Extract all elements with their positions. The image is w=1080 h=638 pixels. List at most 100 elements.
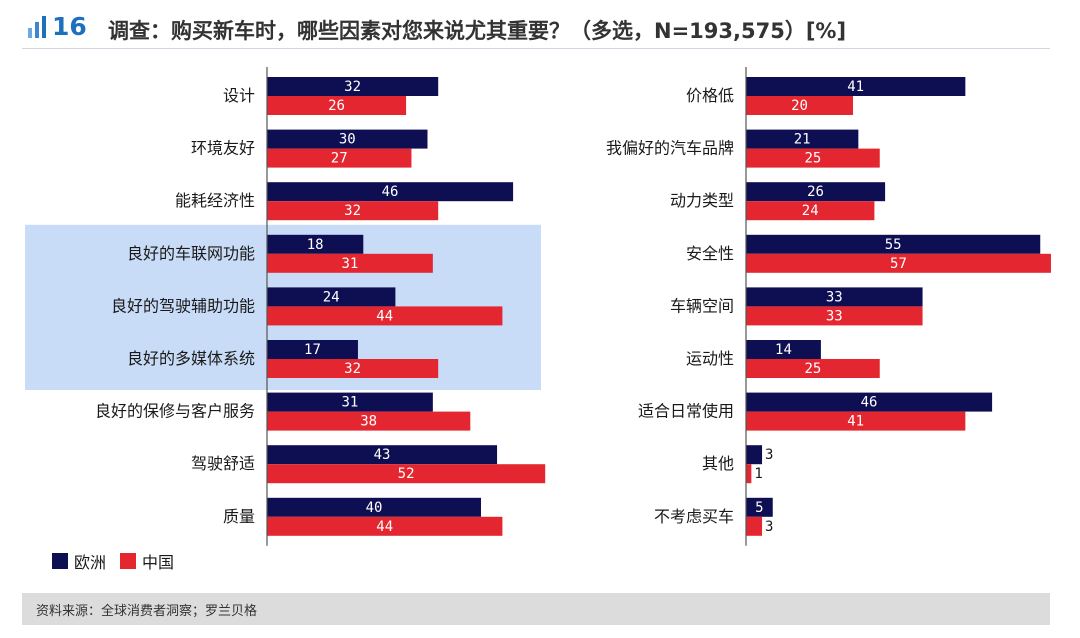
bar-europe — [267, 445, 498, 465]
bar-europe — [746, 129, 859, 149]
bar-europe — [746, 392, 993, 412]
figure-header: 16 调查：购买新车时，哪些因素对您来说尤其重要？（多选，N=193,575）[… — [22, 8, 1050, 49]
source-bar: 资料来源：全球消费者洞察；罗兰贝格 — [22, 593, 1050, 625]
data-label: 38 — [360, 414, 377, 430]
data-label: 27 — [331, 151, 348, 167]
legend-swatch-china — [120, 553, 137, 569]
bar-china — [267, 148, 412, 168]
category-label: 动力类型 — [670, 191, 734, 210]
data-label: 57 — [890, 256, 907, 272]
bar-china — [267, 306, 503, 326]
data-label: 26 — [328, 98, 345, 114]
data-label: 3 — [765, 447, 773, 463]
data-label: 33 — [826, 289, 843, 305]
bar-china — [746, 253, 1051, 273]
bar-europe — [267, 497, 481, 517]
bar-europe — [746, 182, 886, 202]
data-label: 5 — [755, 500, 763, 516]
data-label: 32 — [344, 361, 361, 377]
bar-china — [746, 96, 853, 115]
data-label: 44 — [376, 308, 393, 324]
category-label: 驾驶舒适 — [191, 454, 255, 473]
category-label: 环境友好 — [191, 139, 255, 158]
category-label: 能耗经济性 — [175, 191, 255, 210]
data-label: 32 — [344, 203, 361, 219]
bar-china — [267, 464, 546, 484]
bar-china — [267, 359, 439, 378]
bar-europe — [267, 287, 396, 307]
data-label: 55 — [885, 237, 902, 253]
bar-china — [267, 516, 503, 536]
data-label: 24 — [802, 203, 819, 219]
data-label: 25 — [804, 151, 821, 167]
bar-europe — [746, 234, 1041, 254]
data-label: 33 — [826, 308, 843, 324]
bar-china — [746, 516, 763, 536]
bar-china — [746, 148, 880, 168]
bar-europe — [267, 129, 428, 149]
bar-chart-icon — [28, 16, 46, 38]
legend-swatch-europe — [52, 553, 68, 569]
data-label: 30 — [339, 132, 356, 148]
bar-china — [267, 411, 471, 431]
source-text: 资料来源：全球消费者洞察；罗兰贝格 — [36, 604, 258, 619]
bar-europe — [746, 77, 966, 96]
data-label: 18 — [307, 237, 324, 253]
data-label: 44 — [376, 519, 393, 535]
bar-china — [746, 359, 880, 378]
data-label: 40 — [366, 500, 383, 516]
data-label: 31 — [341, 256, 358, 272]
data-label: 46 — [382, 184, 399, 200]
category-label: 其他 — [702, 454, 734, 473]
bar-china — [746, 411, 966, 431]
category-label: 不考虑买车 — [654, 507, 734, 526]
figure-number: 16 — [52, 12, 87, 41]
bar-europe — [746, 287, 923, 307]
category-label: 车辆空间 — [670, 296, 734, 315]
data-label: 25 — [804, 361, 821, 377]
data-label: 20 — [791, 98, 808, 114]
category-label: 良好的多媒体系统 — [127, 349, 255, 368]
data-label: 1 — [754, 466, 762, 482]
data-label: 14 — [775, 342, 792, 358]
bar-europe — [267, 182, 514, 202]
legend-item-europe: 欧洲 — [52, 549, 106, 573]
bar-europe — [746, 340, 821, 359]
data-label: 24 — [323, 289, 340, 305]
data-label: 41 — [847, 414, 864, 430]
category-label: 运动性 — [686, 349, 734, 368]
category-label: 质量 — [223, 507, 255, 526]
bar-china — [267, 253, 433, 273]
legend-item-china: 中国 — [120, 549, 174, 573]
data-label: 52 — [398, 466, 415, 482]
chart-title: 调查：购买新车时，哪些因素对您来说尤其重要？（多选，N=193,575）[%] — [108, 19, 847, 43]
category-label: 良好的保修与客户服务 — [95, 402, 255, 421]
data-label: 31 — [341, 395, 358, 411]
bar-china — [746, 201, 875, 221]
bar-china — [267, 201, 439, 221]
bar-europe — [267, 392, 433, 412]
bar-europe — [267, 234, 364, 254]
category-label: 良好的车联网功能 — [127, 244, 255, 263]
bar-europe — [267, 77, 439, 96]
bar-china — [267, 96, 407, 115]
data-label: 3 — [765, 519, 773, 535]
category-label: 安全性 — [686, 244, 734, 263]
data-label: 43 — [374, 447, 391, 463]
category-label: 我偏好的汽车品牌 — [606, 139, 734, 158]
data-label: 26 — [807, 184, 824, 200]
category-label: 适合日常使用 — [638, 402, 734, 421]
data-label: 46 — [861, 395, 878, 411]
bar-europe — [267, 340, 358, 359]
legend: 欧洲 中国 — [52, 550, 188, 572]
bar-china — [746, 464, 752, 484]
category-label: 良好的驾驶辅助功能 — [111, 296, 255, 315]
bar-europe — [746, 445, 763, 465]
data-label: 32 — [344, 79, 361, 95]
category-label: 价格低 — [686, 86, 734, 105]
data-label: 17 — [304, 342, 321, 358]
data-label: 21 — [794, 132, 811, 148]
data-label: 41 — [847, 79, 864, 95]
bar-europe — [746, 497, 773, 517]
